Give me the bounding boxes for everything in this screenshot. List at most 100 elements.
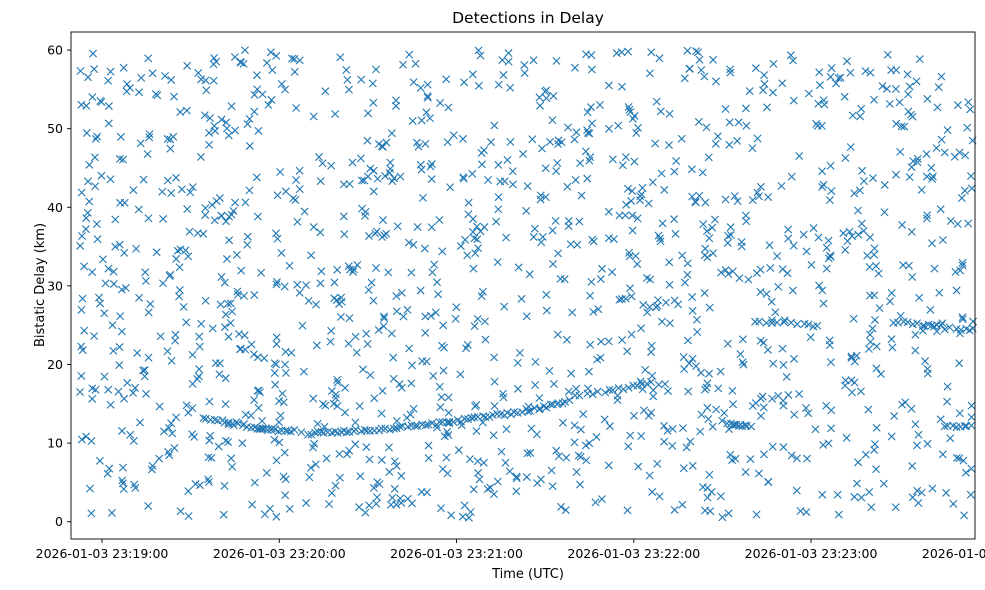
detection-marker bbox=[704, 153, 713, 162]
detection-marker bbox=[502, 233, 511, 242]
detection-marker bbox=[224, 438, 233, 447]
detection-marker bbox=[181, 246, 190, 255]
track-marker bbox=[780, 318, 788, 327]
detection-marker bbox=[201, 76, 210, 85]
detection-marker bbox=[277, 80, 286, 88]
detection-marker bbox=[760, 71, 769, 80]
detection-marker bbox=[571, 175, 580, 184]
track-marker bbox=[787, 318, 796, 327]
detection-marker bbox=[685, 64, 694, 73]
detection-marker bbox=[385, 467, 394, 476]
detection-marker bbox=[628, 226, 637, 235]
detection-marker bbox=[926, 305, 935, 314]
detection-marker bbox=[917, 488, 926, 497]
detection-marker bbox=[356, 154, 365, 163]
detection-marker bbox=[240, 46, 249, 55]
detection-marker bbox=[348, 158, 357, 167]
detection-marker bbox=[670, 215, 679, 224]
detection-marker bbox=[101, 279, 110, 288]
detection-marker bbox=[175, 263, 184, 272]
detection-marker bbox=[708, 422, 717, 431]
detection-marker bbox=[541, 193, 550, 202]
detection-marker bbox=[661, 298, 670, 307]
detection-marker bbox=[654, 231, 663, 240]
detection-marker bbox=[367, 278, 376, 287]
detection-marker bbox=[454, 446, 463, 455]
detection-marker bbox=[836, 73, 845, 82]
detection-marker bbox=[857, 493, 866, 502]
detection-marker bbox=[494, 205, 503, 214]
detection-marker bbox=[613, 396, 622, 405]
detection-marker bbox=[422, 108, 431, 117]
detection-marker bbox=[880, 181, 889, 190]
detection-marker bbox=[956, 266, 965, 275]
detection-marker bbox=[115, 343, 124, 352]
detection-marker bbox=[386, 500, 395, 509]
detection-marker bbox=[109, 267, 118, 276]
detection-marker bbox=[117, 327, 126, 336]
detection-marker bbox=[88, 394, 97, 403]
detection-marker bbox=[403, 305, 412, 314]
detection-marker bbox=[938, 236, 947, 245]
detection-marker bbox=[184, 512, 193, 521]
detection-marker bbox=[638, 183, 647, 192]
detection-marker bbox=[224, 131, 233, 140]
detection-marker bbox=[928, 239, 937, 248]
detection-marker bbox=[834, 510, 843, 519]
detection-marker bbox=[364, 286, 373, 294]
y-tick-label: 60 bbox=[47, 43, 63, 58]
detection-marker bbox=[648, 371, 657, 380]
detection-marker bbox=[148, 69, 157, 78]
detection-marker bbox=[653, 301, 662, 310]
detection-marker bbox=[377, 409, 386, 418]
detection-marker bbox=[206, 431, 215, 440]
detection-marker bbox=[878, 82, 887, 91]
detection-marker bbox=[579, 410, 588, 419]
detection-marker bbox=[699, 220, 708, 229]
detection-marker bbox=[245, 186, 254, 195]
detection-marker bbox=[697, 368, 705, 377]
detection-marker bbox=[850, 492, 859, 501]
detection-marker bbox=[665, 319, 674, 328]
track-marker bbox=[960, 422, 969, 431]
detection-marker bbox=[629, 411, 638, 420]
detection-marker bbox=[903, 70, 912, 79]
detection-marker bbox=[577, 191, 586, 200]
detection-marker bbox=[748, 401, 757, 410]
detection-marker bbox=[705, 303, 714, 312]
detection-marker bbox=[291, 195, 300, 204]
detection-marker bbox=[277, 249, 286, 258]
detection-marker bbox=[136, 139, 145, 148]
detection-marker bbox=[554, 140, 563, 149]
detection-marker bbox=[907, 163, 916, 172]
detection-marker bbox=[876, 370, 885, 379]
detection-marker bbox=[171, 336, 180, 345]
detection-marker bbox=[858, 166, 867, 175]
detection-marker bbox=[692, 47, 701, 56]
detection-marker bbox=[536, 475, 545, 484]
detection-marker bbox=[231, 198, 239, 207]
detection-marker bbox=[281, 85, 290, 94]
detection-marker bbox=[739, 360, 748, 369]
track-marker bbox=[967, 421, 976, 430]
detection-marker bbox=[913, 154, 922, 163]
detection-marker bbox=[953, 220, 962, 228]
detection-marker bbox=[895, 98, 904, 107]
detection-marker bbox=[537, 238, 546, 247]
detection-marker bbox=[206, 114, 215, 123]
detection-marker bbox=[694, 117, 703, 126]
detection-marker bbox=[508, 167, 517, 176]
detection-marker bbox=[754, 469, 763, 478]
detection-marker bbox=[527, 424, 536, 433]
detection-marker bbox=[173, 246, 182, 255]
detection-marker bbox=[476, 51, 485, 60]
detection-marker bbox=[633, 214, 642, 223]
detection-marker bbox=[302, 499, 311, 508]
x-tick-label: 2026-01-03 23:21:00 bbox=[390, 546, 523, 561]
detection-marker bbox=[442, 453, 451, 462]
detection-marker bbox=[140, 372, 149, 381]
detection-marker bbox=[436, 504, 445, 513]
detection-marker bbox=[379, 312, 388, 321]
detection-marker bbox=[292, 175, 301, 184]
detection-marker bbox=[691, 198, 700, 207]
